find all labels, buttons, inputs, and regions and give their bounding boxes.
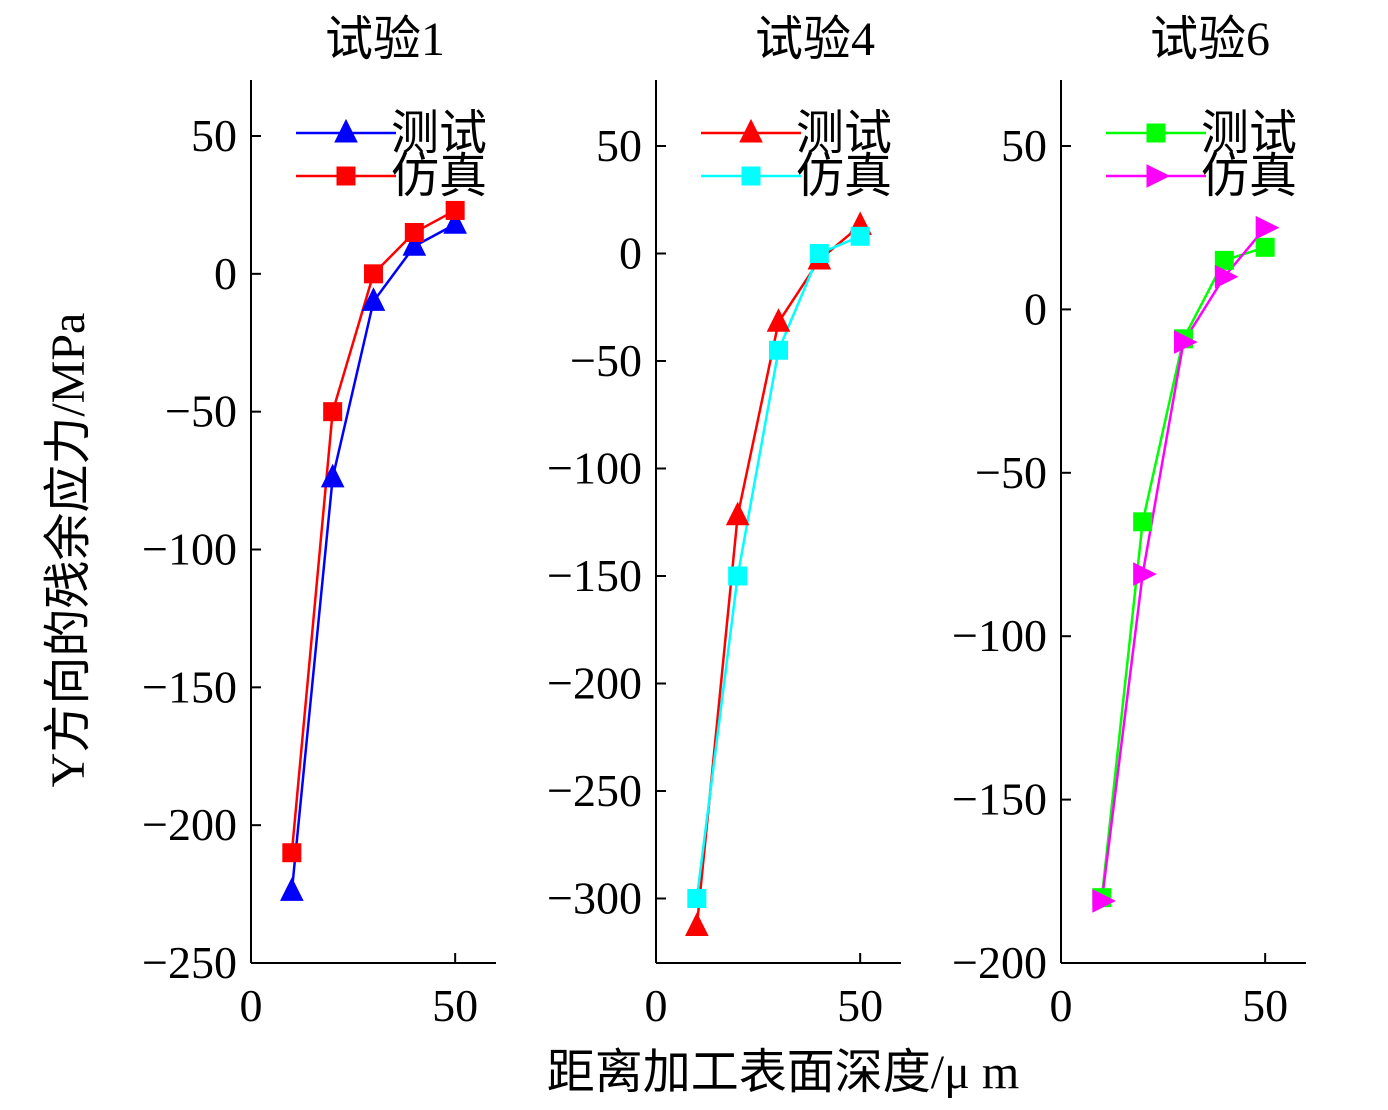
data-point-series-1 [280, 877, 304, 901]
y-tick-label: −300 [547, 873, 642, 924]
data-point-series-2 [282, 843, 302, 863]
x-tick-label: 50 [837, 980, 883, 1031]
data-point-series-2 [769, 340, 788, 360]
x-tick-label: 0 [240, 980, 263, 1031]
data-point-series-2 [364, 264, 383, 284]
y-tick-label: −100 [142, 524, 237, 575]
legend-label: 仿真 [391, 150, 487, 203]
data-point-series-1 [443, 210, 467, 234]
data-point-series-1 [1133, 512, 1153, 532]
panel-title: 试验1 [325, 13, 445, 66]
y-tick-label: −200 [547, 658, 642, 709]
y-tick-label: 50 [1001, 120, 1047, 171]
data-point-series-2 [728, 566, 748, 586]
y-tick-label: −200 [142, 799, 237, 850]
legend-marker [1146, 164, 1171, 188]
x-tick-label: 0 [1050, 980, 1073, 1031]
legend-label: 测试 [1201, 107, 1297, 160]
series-line-2 [1100, 226, 1267, 902]
legend-marker [334, 118, 358, 143]
data-point-series-2 [1133, 562, 1157, 586]
data-point-series-2 [445, 200, 465, 220]
data-point-series-2 [809, 244, 829, 263]
data-point-series-1 [685, 912, 709, 936]
series-line-1 [290, 223, 456, 892]
y-tick-label: −50 [165, 386, 237, 437]
y-tick-label: −150 [952, 774, 1047, 825]
x-tick-label: 50 [432, 980, 478, 1031]
legend-label: 仿真 [1201, 150, 1297, 203]
data-point-series-2 [850, 226, 870, 246]
legend-label: 测试 [391, 107, 487, 160]
y-tick-label: 0 [619, 228, 642, 279]
legend-label: 测试 [796, 107, 892, 160]
data-point-series-2 [1092, 889, 1116, 913]
y-tick-label: 50 [596, 120, 642, 171]
y-tick-label: −250 [142, 937, 237, 988]
legend-label: 仿真 [796, 150, 892, 203]
legend-marker [741, 166, 761, 186]
data-point-series-1 [361, 287, 386, 311]
y-tick-label: 0 [214, 248, 237, 299]
x-axis-title: 距离加工表面深度/μ m [547, 1046, 1019, 1099]
data-point-series-1 [725, 501, 750, 526]
data-point-series-1 [766, 308, 791, 332]
series-line-2 [695, 235, 861, 899]
data-point-series-1 [320, 463, 345, 488]
y-tick-label: −50 [570, 335, 642, 386]
data-point-series-2 [1174, 330, 1198, 354]
x-tick-label: 0 [645, 980, 668, 1031]
data-point-series-2 [323, 402, 343, 422]
data-point-series-2 [404, 222, 424, 242]
y-tick-label: 50 [191, 110, 237, 161]
y-tick-label: 0 [1024, 283, 1047, 334]
legend-marker [1146, 123, 1166, 143]
legend-marker [739, 118, 763, 143]
data-point-series-2 [1214, 264, 1239, 289]
data-point-series-1 [402, 232, 427, 256]
data-point-series-1 [1214, 250, 1234, 270]
y-tick-label: −200 [952, 937, 1047, 988]
panel-title: 试验6 [1150, 13, 1270, 66]
data-point-series-2 [687, 889, 707, 908]
y-tick-label: −150 [547, 550, 642, 601]
legend-marker [336, 166, 356, 186]
y-axis-title: Y方向的残余应力/MPa [42, 313, 95, 788]
y-tick-label: −100 [547, 443, 642, 494]
y-tick-label: −50 [975, 447, 1047, 498]
y-tick-label: −250 [547, 765, 642, 816]
x-tick-label: 50 [1242, 980, 1288, 1031]
data-point-series-1 [1255, 237, 1275, 257]
y-tick-label: −100 [952, 610, 1047, 661]
y-tick-label: −150 [142, 661, 237, 712]
data-point-series-2 [1255, 215, 1280, 240]
panel-title: 试验4 [755, 13, 875, 66]
